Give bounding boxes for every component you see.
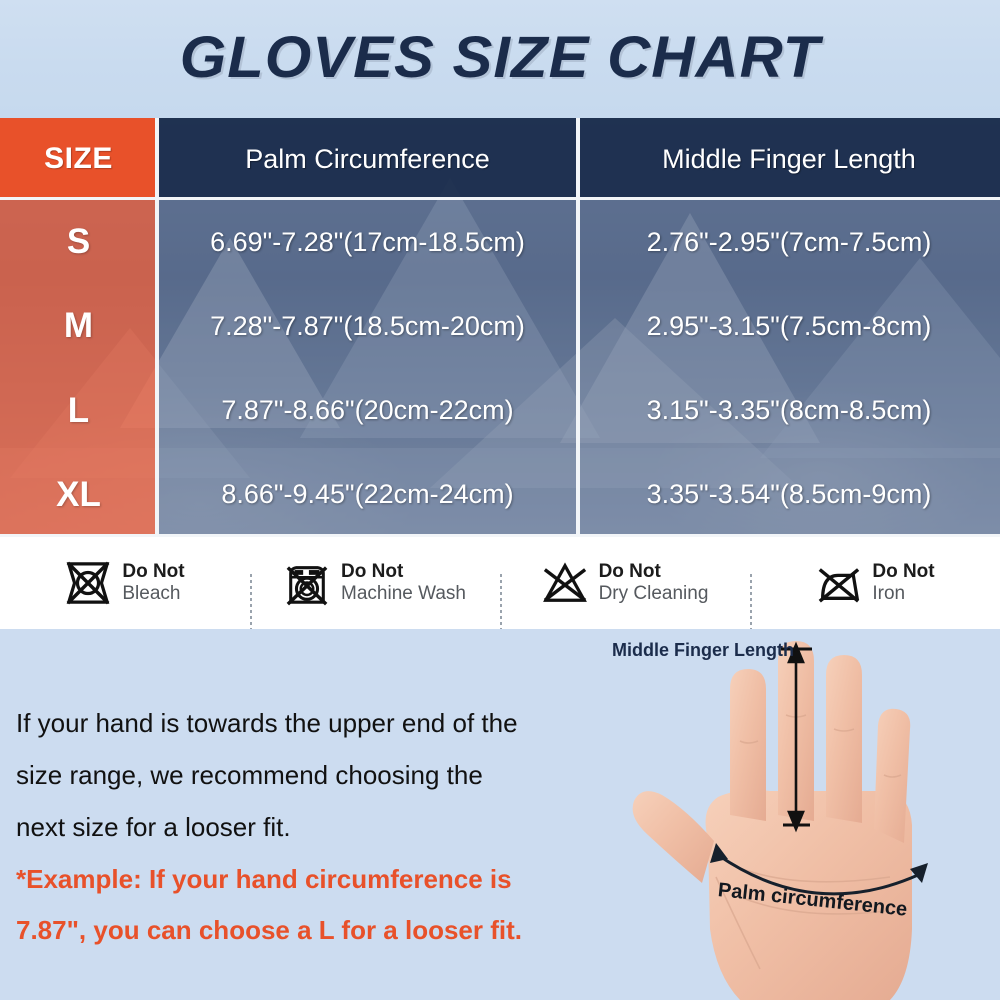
title-band: GLOVES SIZE CHART [0,0,1000,118]
care-line2-bleach: Bleach [122,583,181,604]
table-divider-horizontal [0,534,1000,537]
note-example-line-1: *Example: If your hand circumference is [16,863,512,894]
do-not-machine-wash-icon [286,566,328,606]
care-item-iron: Do Not Iron [750,560,1000,638]
care-label-dry-cleaning: Do Not Dry Cleaning [599,561,709,605]
hand-illustration [632,641,928,1000]
table-divider-horizontal [0,197,1000,200]
bottom-section: If your hand is towards the upper end of… [0,629,1000,1000]
table-cell-palm-xl: 8.66"-9.45"(22cm-24cm) [157,452,578,537]
table-cell-finger-s: 2.76"-2.95"(7cm-7.5cm) [578,200,1000,285]
care-item-bleach: Do Not Bleach [0,560,250,606]
cell-palm-s: 6.69"-7.28"(17cm-18.5cm) [210,226,525,257]
table-row: XL [0,452,157,537]
do-not-bleach-icon [67,561,110,605]
table-header-palm: Palm Circumference [157,118,578,200]
palm-circumference-arrow [710,843,928,896]
middle-finger-length-arrow [781,641,812,833]
cell-size-m: M [63,306,94,346]
note-line-3: next size for a looser fit. [16,811,291,842]
table-divider-vertical [576,118,580,537]
table-row: M [0,284,157,369]
cell-finger-s: 2.76"-2.95"(7cm-7.5cm) [646,226,932,257]
care-line2-dry-cleaning: Dry Cleaning [598,583,709,604]
table-divider-vertical [155,118,159,537]
table-row: L [0,368,157,453]
cell-finger-m: 2.95"-3.15"(7.5cm-8cm) [646,310,932,341]
cell-size-s: S [66,222,91,262]
cell-finger-xl: 3.35"-3.54"(8.5cm-9cm) [646,479,932,510]
hand-measurement-diagram: Middle Finger Length Palm circumference [590,629,1000,1000]
column-header-middle-finger-length: Middle Finger Length [662,143,916,174]
cell-palm-m: 7.28"-7.87"(18.5cm-20cm) [210,310,525,341]
sizing-note: If your hand is towards the upper end of… [16,705,576,950]
cell-palm-l: 7.87"-8.66"(20cm-22cm) [221,395,514,426]
column-header-palm-circumference: Palm Circumference [245,143,490,174]
do-not-dry-clean-icon [542,562,587,602]
note-example-line-2: 7.87", you can choose a L for a looser f… [16,915,522,946]
care-item-machine-wash: Do Not Machine Wash [250,560,500,638]
care-line2-iron: Iron [872,583,906,604]
table-cell-finger-xl: 3.35"-3.54"(8.5cm-9cm) [578,452,1000,537]
cell-size-xl: XL [56,474,101,514]
care-line1-dry-cleaning: Do Not [598,560,661,582]
table-header-size: SIZE [0,118,157,200]
cell-size-l: L [67,390,90,430]
cell-palm-xl: 8.66"-9.45"(22cm-24cm) [221,479,514,510]
middle-finger-length-label: Middle Finger Length [612,640,794,660]
do-not-iron-icon [819,568,860,603]
care-instructions-band: Do Not Bleach Do Not Machine Wash [0,537,1000,638]
table-header-finger: Middle Finger Length [578,118,1000,200]
care-item-dry-cleaning: Do Not Dry Cleaning [500,560,750,638]
care-line2-machine-wash: Machine Wash [341,583,466,604]
table-cell-finger-m: 2.95"-3.15"(7.5cm-8cm) [578,284,1000,369]
care-label-iron: Do Not Iron [872,561,934,605]
care-line1-iron: Do Not [872,560,935,582]
table-cell-palm-l: 7.87"-8.66"(20cm-22cm) [157,368,578,453]
care-line1-bleach: Do Not [122,560,185,582]
size-table-grid: SIZE Palm Circumference Middle Finger Le… [0,118,1000,537]
page-title: GLOVES SIZE CHART [179,25,821,90]
care-label-machine-wash: Do Not Machine Wash [341,561,466,605]
column-header-size: SIZE [44,142,113,175]
table-row: S [0,200,157,285]
table-cell-palm-m: 7.28"-7.87"(18.5cm-20cm) [157,284,578,369]
size-table: SIZE Palm Circumference Middle Finger Le… [0,118,1000,537]
note-line-2: size range, we recommend choosing the [16,759,483,790]
care-line1-machine-wash: Do Not [341,560,404,582]
care-label-bleach: Do Not Bleach [122,561,184,605]
cell-finger-l: 3.15"-3.35"(8cm-8.5cm) [646,395,932,426]
table-cell-finger-l: 3.15"-3.35"(8cm-8.5cm) [578,368,1000,453]
note-line-1: If your hand is towards the upper end of… [16,708,518,738]
table-cell-palm-s: 6.69"-7.28"(17cm-18.5cm) [157,200,578,285]
